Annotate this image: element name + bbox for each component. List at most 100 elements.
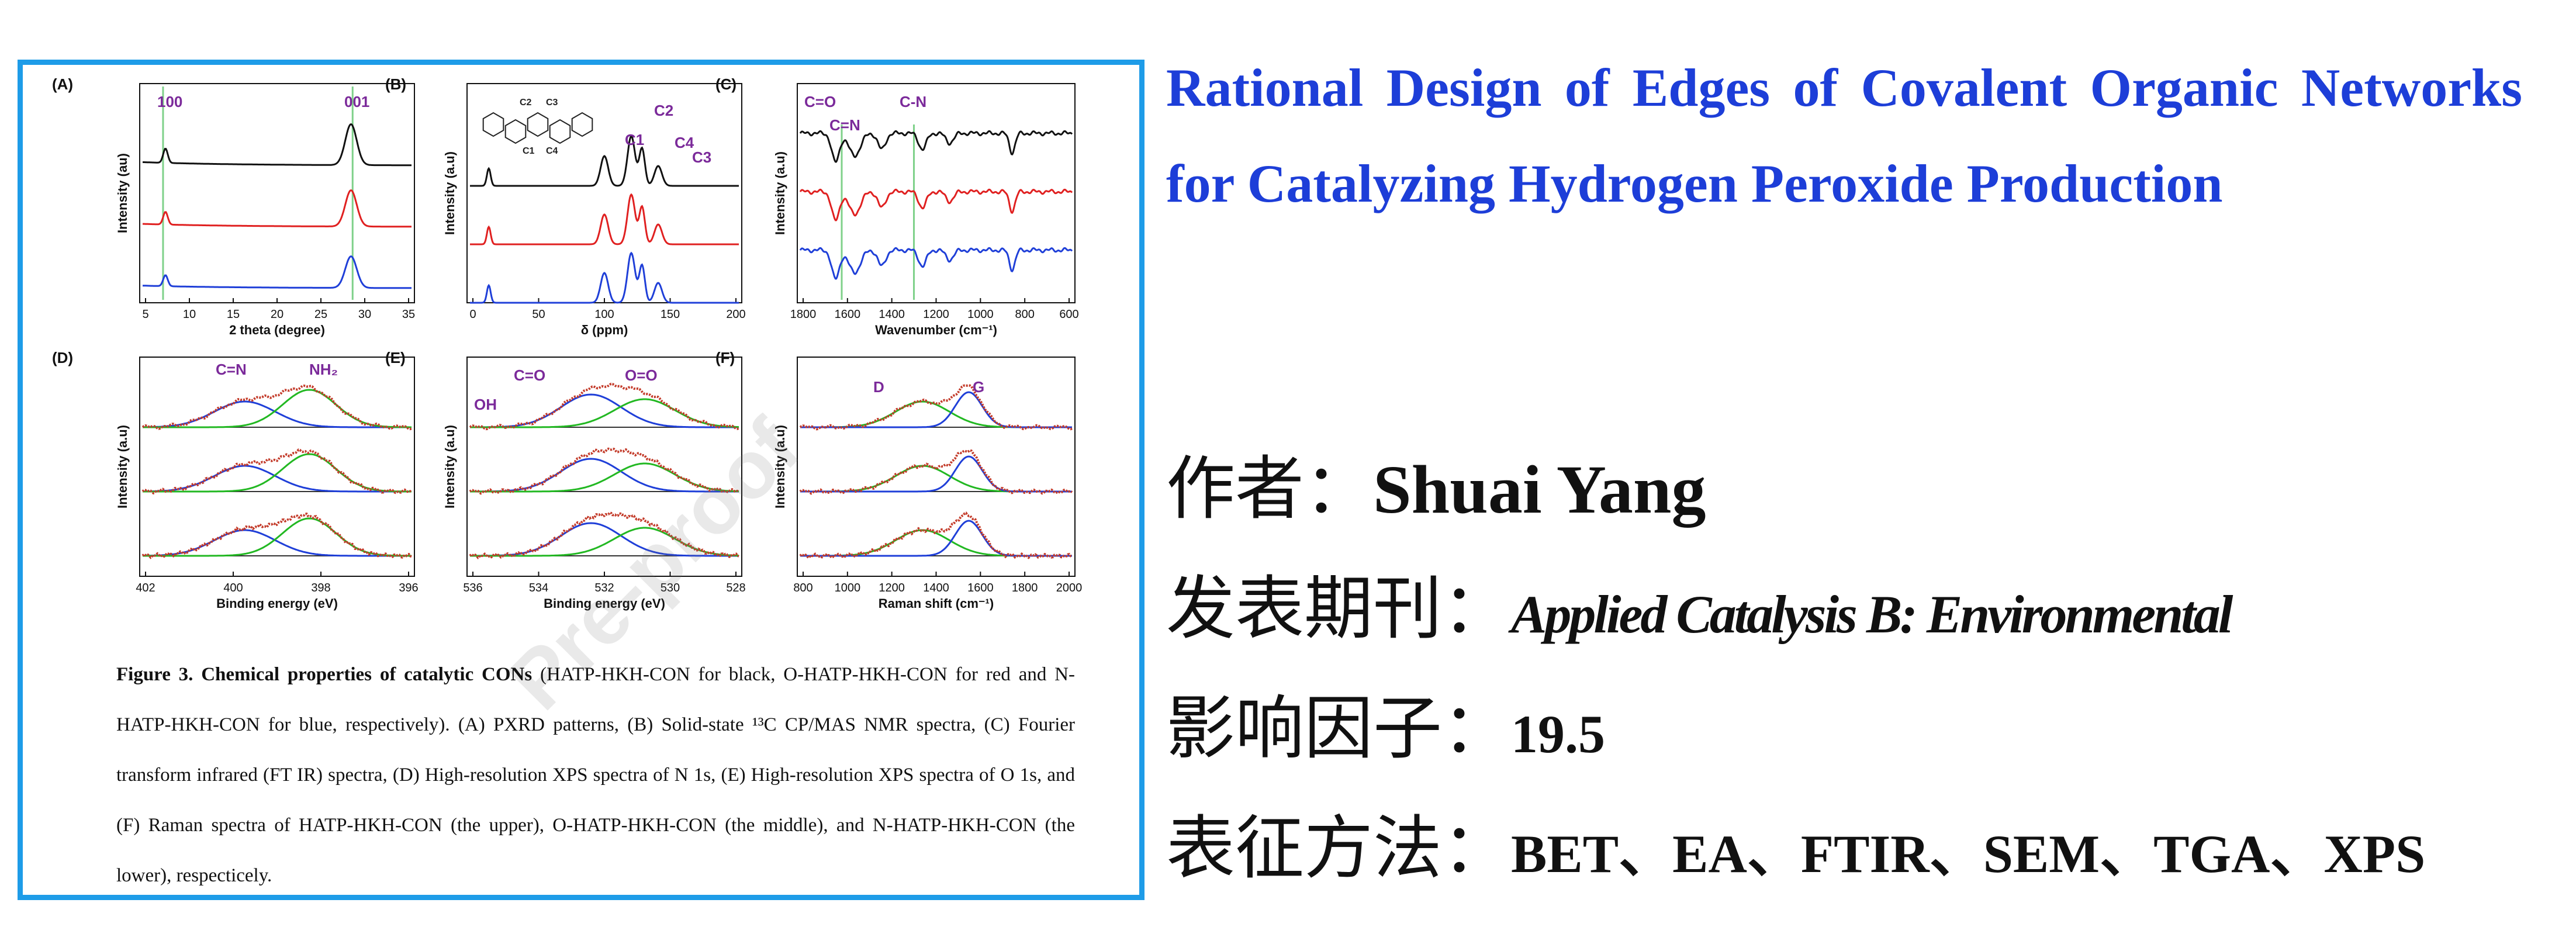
y-axis-label: Intensity (au) (115, 153, 130, 233)
fit-component (800, 455, 1072, 493)
x-tick-label: 600 (1059, 308, 1078, 321)
peak-label: 001 (344, 93, 369, 110)
peak-label: C=O (514, 366, 545, 384)
peak-label: C=O (804, 93, 836, 110)
x-axis-label: 2 theta (degree) (229, 323, 325, 337)
author-label: 作者： (1166, 448, 1374, 529)
peak-label: G (973, 378, 984, 396)
peak-label: C=N (829, 116, 860, 134)
x-axis-label: δ (ppm) (581, 323, 628, 337)
x-tick-label: 25 (314, 308, 327, 321)
ftir-curve (799, 130, 1073, 163)
x-tick-label: 1000 (967, 308, 994, 321)
fit-envelope (799, 449, 1073, 495)
fit-envelope (141, 512, 412, 559)
x-axis-label: Binding energy (eV) (216, 596, 338, 611)
x-tick-label: 400 (223, 582, 243, 594)
x-tick-label: 532 (594, 582, 614, 594)
x-tick-label: 50 (532, 308, 545, 321)
x-tick-label: 1200 (879, 582, 905, 594)
nmr-curve (470, 134, 739, 187)
y-axis-label: Intensity (a.u) (773, 151, 787, 235)
x-tick-label: 100 (594, 308, 614, 321)
fit-envelope (141, 448, 413, 495)
x-tick-label: 396 (399, 582, 418, 594)
x-tick-label: 1800 (790, 308, 817, 321)
author-name: Shuai Yang (1373, 451, 1706, 528)
x-tick-label: 2000 (1056, 582, 1083, 594)
ring-shape (504, 119, 527, 144)
x-tick-label: 536 (463, 582, 482, 594)
ring-shape (571, 112, 593, 137)
x-tick-label: 10 (183, 308, 196, 321)
panel-e: (E) Intensity (a.u) 536 534 532 530 528 Binding… (385, 349, 746, 611)
peak-label: C4 (675, 134, 694, 151)
structure-label: C1 (523, 146, 535, 156)
pxrd-curve (142, 123, 412, 167)
impact-value: 19.5 (1511, 704, 1606, 764)
x-tick-label: 30 (358, 308, 371, 321)
panel-letter: (B) (385, 75, 406, 93)
fit-envelope (799, 511, 1073, 560)
x-tick-label: 15 (227, 308, 240, 321)
structure-label: C2 (520, 98, 532, 108)
x-axis-label: Binding energy (eV) (544, 596, 665, 611)
plot-area (139, 357, 415, 577)
fit-component (470, 462, 739, 493)
structure-label: C3 (546, 98, 558, 108)
journal-label: 发表期刊： (1166, 568, 1512, 649)
panel-a: (A) Intensity (au) 5 10 15 20 25 30 35 2 theta (d… (52, 75, 415, 337)
x-tick-label: 1600 (967, 582, 994, 594)
x-tick-label: 528 (726, 582, 745, 594)
caption-text: (HATP-HKH-CON for black, O-HATP-HKH-CON … (116, 664, 1075, 886)
fit-component (470, 398, 739, 428)
panel-letter: (C) (715, 75, 737, 93)
x-tick-label: 1200 (923, 308, 949, 321)
methods-row: 表征方法：BET、EA、FTIR、SEM、TGA、XPS (1166, 792, 2425, 892)
peak-label: C2 (654, 102, 673, 119)
fit-component (800, 391, 1072, 428)
methods-value: BET、EA、FTIR、SEM、TGA、XPS (1511, 824, 2426, 884)
fit-component (800, 520, 1072, 557)
panel-letter: (A) (52, 75, 73, 93)
nmr-curve (470, 193, 739, 245)
fit-component (143, 465, 412, 493)
ring-shape (482, 112, 504, 137)
figure-caption: Figure 3. Chemical properties of catalyt… (116, 649, 1075, 901)
x-tick-label: 800 (793, 582, 812, 594)
x-tick-label: 35 (402, 308, 415, 321)
plot-area (466, 83, 742, 303)
y-axis-label: Intensity (a.u) (115, 425, 130, 508)
x-axis-label: Wavenumber (cm⁻¹) (875, 323, 997, 337)
ftir-curve (799, 188, 1073, 222)
panel-letter: (F) (715, 349, 735, 366)
plot-area (797, 357, 1076, 577)
impact-row: 影响因子：19.5 (1166, 672, 1605, 772)
journal-name: Applied Catalysis B: Environmental (1511, 584, 2233, 644)
plot-area (139, 83, 415, 303)
panel-letter: (E) (385, 349, 406, 366)
figure-panels: (A) Intensity (au) 5 10 15 20 25 30 35 2 theta (d… (52, 75, 1083, 611)
peak-label: D (873, 378, 884, 396)
x-tick-label: 800 (1015, 308, 1034, 321)
fit-envelope (469, 447, 740, 495)
ring-shape (549, 119, 571, 144)
peak-label: NH₂ (309, 361, 338, 378)
peak-label: C3 (692, 148, 711, 166)
peak-label: OH (474, 396, 497, 413)
caption-bold: Figure 3. Chemical properties of catalyt… (116, 664, 533, 685)
y-axis-label: Intensity (a.u) (442, 425, 457, 508)
author-row: 作者：Shuai Yang (1166, 433, 1706, 532)
x-tick-label: 1800 (1012, 582, 1038, 594)
fit-envelope (141, 384, 412, 431)
panel-d: (D) Intensity (a.u) 402 400 398 396 Binding en… (52, 349, 419, 611)
y-axis-label: Intensity (a.u) (773, 425, 787, 508)
paper-title: Rational Design of Edges of Covalent Org… (1166, 58, 2522, 213)
pxrd-curve (142, 189, 412, 228)
panel-letter: (D) (52, 349, 73, 366)
nmr-curve (470, 251, 739, 304)
impact-label: 影响因子： (1166, 688, 1512, 769)
x-tick-label: 398 (311, 582, 330, 594)
fit-component (143, 389, 412, 428)
journal-row: 发表期刊：Applied Catalysis B: Environmental (1166, 552, 2233, 652)
